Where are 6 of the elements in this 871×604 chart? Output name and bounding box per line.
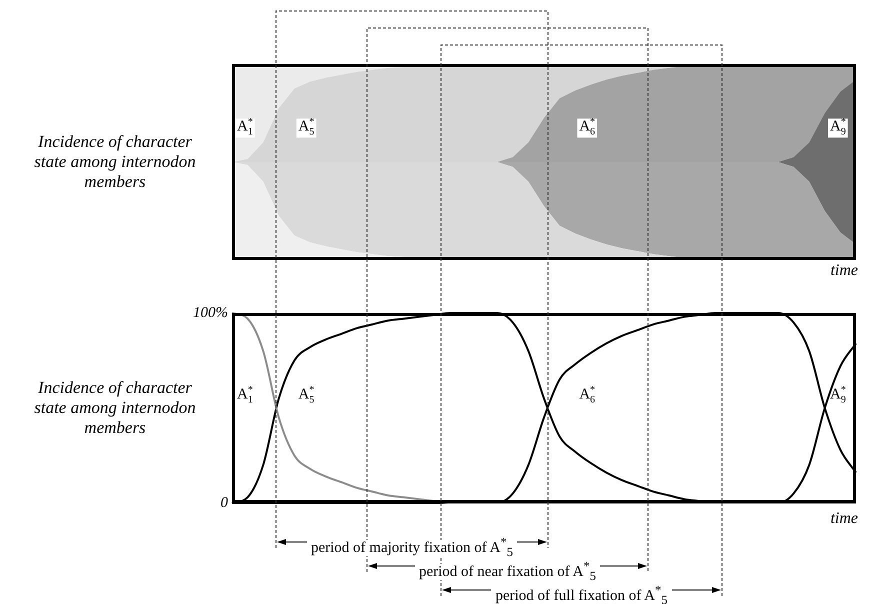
y-tick-label: 0 xyxy=(220,494,228,511)
y-axis-title: Incidence of character state among internodon members xyxy=(33,131,197,193)
x-axis-title: time xyxy=(830,262,858,280)
y-tick-label: 100% xyxy=(193,304,228,321)
y-axis-title: Incidence of character state among internodon members xyxy=(33,377,197,439)
x-axis-title: time xyxy=(830,510,858,528)
